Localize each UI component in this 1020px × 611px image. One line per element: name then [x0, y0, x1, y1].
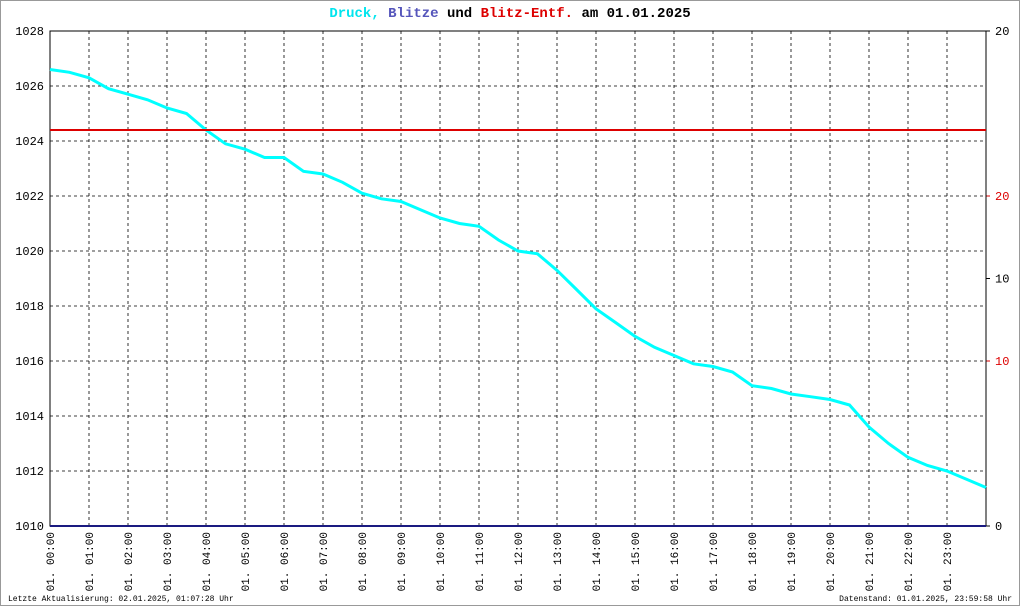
- x-tick-label: 01. 11:00: [475, 532, 487, 591]
- x-tick-label: 01. 17:00: [709, 532, 721, 591]
- x-tick-label: 01. 07:00: [319, 532, 331, 591]
- x-tick-label: 01. 16:00: [670, 532, 682, 591]
- chart-title: Druck, Blitze und Blitz-Entf. am 01.01.2…: [329, 6, 690, 22]
- x-tick-label: 01. 21:00: [865, 532, 877, 591]
- y2-tick-label: 20: [995, 25, 1009, 39]
- x-tick-label: 01. 10:00: [436, 532, 448, 591]
- x-tick-label: 01. 20:00: [826, 532, 838, 591]
- y3-tick-label: 20: [995, 190, 1009, 204]
- x-tick-label: 01. 12:00: [514, 532, 526, 591]
- y2-tick-label: 10: [995, 273, 1009, 287]
- x-tick-label: 01. 19:00: [787, 532, 799, 591]
- title-part: und: [447, 6, 472, 22]
- y-tick-label: 1018: [15, 300, 44, 314]
- y-tick-label: 1016: [15, 355, 44, 369]
- y-tick-label: 1028: [15, 25, 44, 39]
- y-tick-label: 1026: [15, 80, 44, 94]
- y3-tick-label: 10: [995, 355, 1009, 369]
- y-tick-label: 1010: [15, 520, 44, 534]
- x-tick-label: 01. 13:00: [553, 532, 565, 591]
- title-part: Druck,: [329, 6, 379, 22]
- x-tick-label: 01. 02:00: [124, 532, 136, 591]
- y-tick-label: 1022: [15, 190, 44, 204]
- x-tick-label: 01. 05:00: [241, 532, 253, 591]
- x-tick-label: 01. 08:00: [358, 532, 370, 591]
- y-tick-label: 1024: [15, 135, 44, 149]
- y2-tick-label: 0: [995, 520, 1002, 534]
- x-tick-label: 01. 14:00: [592, 532, 604, 591]
- y-tick-label: 1014: [15, 410, 44, 424]
- title-part: Blitze: [388, 6, 438, 22]
- title-part: am 01.01.2025: [581, 6, 690, 22]
- y-tick-label: 1012: [15, 465, 44, 479]
- title-part: Blitz-Entf.: [481, 6, 573, 22]
- x-tick-label: 01. 18:00: [748, 532, 760, 591]
- x-tick-label: 01. 09:00: [397, 532, 409, 591]
- x-tick-label: 01. 15:00: [631, 532, 643, 591]
- data-note: Datenstand: 01.01.2025, 23:59:58 Uhr: [839, 595, 1012, 604]
- y-tick-label: 1020: [15, 245, 44, 259]
- x-tick-label: 01. 01:00: [85, 532, 97, 591]
- x-tick-label: 01. 00:00: [46, 532, 58, 591]
- x-tick-label: 01. 03:00: [163, 532, 175, 591]
- x-tick-label: 01. 06:00: [280, 532, 292, 591]
- x-tick-label: 01. 04:00: [202, 532, 214, 591]
- x-tick-label: 01. 23:00: [943, 532, 955, 591]
- x-tick-label: 01. 22:00: [904, 532, 916, 591]
- update-note: Letzte Aktualisierung: 02.01.2025, 01:07…: [8, 595, 234, 604]
